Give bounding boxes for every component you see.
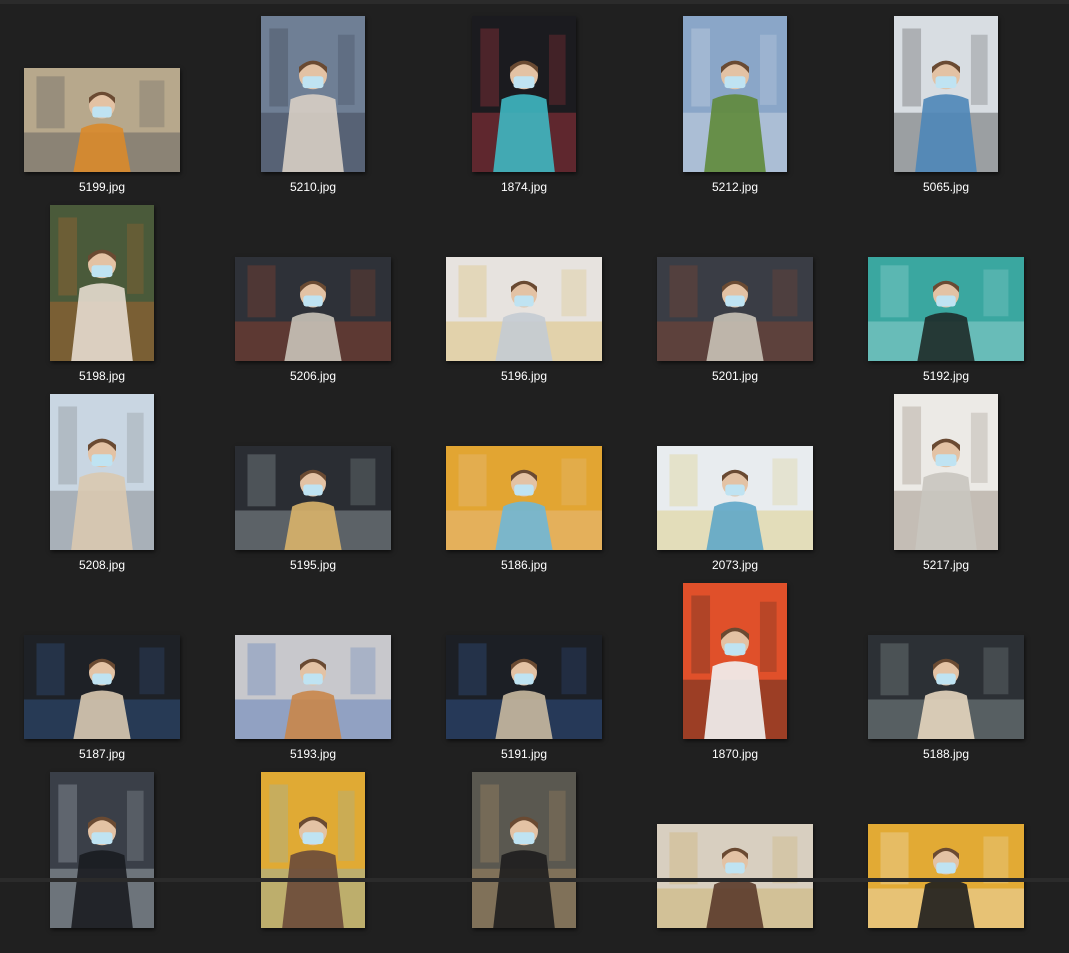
- file-thumbnail[interactable]: [235, 635, 391, 739]
- file-thumbnail[interactable]: [472, 772, 576, 928]
- file-item[interactable]: 5198.jpg: [8, 197, 196, 386]
- file-item[interactable]: 5208.jpg: [8, 386, 196, 575]
- file-thumbnail[interactable]: [235, 257, 391, 361]
- file-name-label: 5195.jpg: [289, 558, 337, 572]
- file-thumbnail[interactable]: [868, 257, 1024, 361]
- file-item[interactable]: 5217.jpg: [852, 386, 1040, 575]
- file-item[interactable]: 5192.jpg: [852, 197, 1040, 386]
- file-thumbnail[interactable]: [24, 68, 180, 172]
- file-item[interactable]: 5193.jpg: [219, 575, 407, 764]
- file-item[interactable]: 5199.jpg: [8, 8, 196, 197]
- file-item[interactable]: 5195.jpg: [219, 386, 407, 575]
- file-item[interactable]: 5191.jpg: [430, 575, 618, 764]
- file-item[interactable]: 5210.jpg: [219, 8, 407, 197]
- file-thumbnail[interactable]: [894, 16, 998, 172]
- file-name-label: 1870.jpg: [711, 747, 759, 761]
- file-name-label: 5191.jpg: [500, 747, 548, 761]
- file-item[interactable]: 5065.jpg: [852, 8, 1040, 197]
- file-thumbnail[interactable]: [446, 635, 602, 739]
- file-thumbnail[interactable]: [446, 446, 602, 550]
- window-top-edge: [0, 0, 1069, 4]
- thumbnail-grid: 5199.jpg 5210.jpg 1874.jpg: [8, 8, 1061, 928]
- file-item[interactable]: [641, 764, 829, 953]
- file-item[interactable]: [852, 764, 1040, 953]
- file-name-label: 5188.jpg: [922, 747, 970, 761]
- file-item[interactable]: 5188.jpg: [852, 575, 1040, 764]
- file-thumbnail[interactable]: [683, 16, 787, 172]
- file-thumbnail[interactable]: [868, 635, 1024, 739]
- window-bottom-edge: [0, 878, 1069, 882]
- file-thumbnail[interactable]: [261, 772, 365, 928]
- file-name-label: 5212.jpg: [711, 180, 759, 194]
- file-name-label: 5217.jpg: [922, 558, 970, 572]
- file-item[interactable]: [8, 764, 196, 953]
- file-name-label: 5196.jpg: [500, 369, 548, 383]
- file-name-label: 5208.jpg: [78, 558, 126, 572]
- file-name-label: 5192.jpg: [922, 369, 970, 383]
- file-thumbnail[interactable]: [50, 394, 154, 550]
- file-name-label: 5201.jpg: [711, 369, 759, 383]
- file-item[interactable]: 5186.jpg: [430, 386, 618, 575]
- file-item[interactable]: 5201.jpg: [641, 197, 829, 386]
- file-thumbnail[interactable]: [50, 772, 154, 928]
- file-name-label: 5210.jpg: [289, 180, 337, 194]
- file-name-label: 1874.jpg: [500, 180, 548, 194]
- file-thumbnail[interactable]: [868, 824, 1024, 928]
- file-item[interactable]: 5206.jpg: [219, 197, 407, 386]
- file-thumbnail[interactable]: [657, 446, 813, 550]
- file-item[interactable]: 1870.jpg: [641, 575, 829, 764]
- file-item[interactable]: [219, 764, 407, 953]
- file-thumbnail[interactable]: [24, 635, 180, 739]
- file-item[interactable]: 1874.jpg: [430, 8, 618, 197]
- file-thumbnail[interactable]: [261, 16, 365, 172]
- file-thumbnail[interactable]: [894, 394, 998, 550]
- file-name-label: 2073.jpg: [711, 558, 759, 572]
- file-item[interactable]: 5196.jpg: [430, 197, 618, 386]
- file-name-label: 5206.jpg: [289, 369, 337, 383]
- file-thumbnail[interactable]: [50, 205, 154, 361]
- file-thumbnail[interactable]: [446, 257, 602, 361]
- file-name-label: 5186.jpg: [500, 558, 548, 572]
- file-item[interactable]: 5187.jpg: [8, 575, 196, 764]
- file-thumbnail[interactable]: [657, 257, 813, 361]
- file-name-label: 5193.jpg: [289, 747, 337, 761]
- file-item[interactable]: [430, 764, 618, 953]
- file-name-label: 5065.jpg: [922, 180, 970, 194]
- file-name-label: 5198.jpg: [78, 369, 126, 383]
- file-thumbnail[interactable]: [657, 824, 813, 928]
- file-name-label: 5199.jpg: [78, 180, 126, 194]
- file-thumbnail[interactable]: [235, 446, 391, 550]
- file-thumbnail[interactable]: [472, 16, 576, 172]
- file-item[interactable]: 5212.jpg: [641, 8, 829, 197]
- file-thumbnail[interactable]: [683, 583, 787, 739]
- file-name-label: 5187.jpg: [78, 747, 126, 761]
- file-item[interactable]: 2073.jpg: [641, 386, 829, 575]
